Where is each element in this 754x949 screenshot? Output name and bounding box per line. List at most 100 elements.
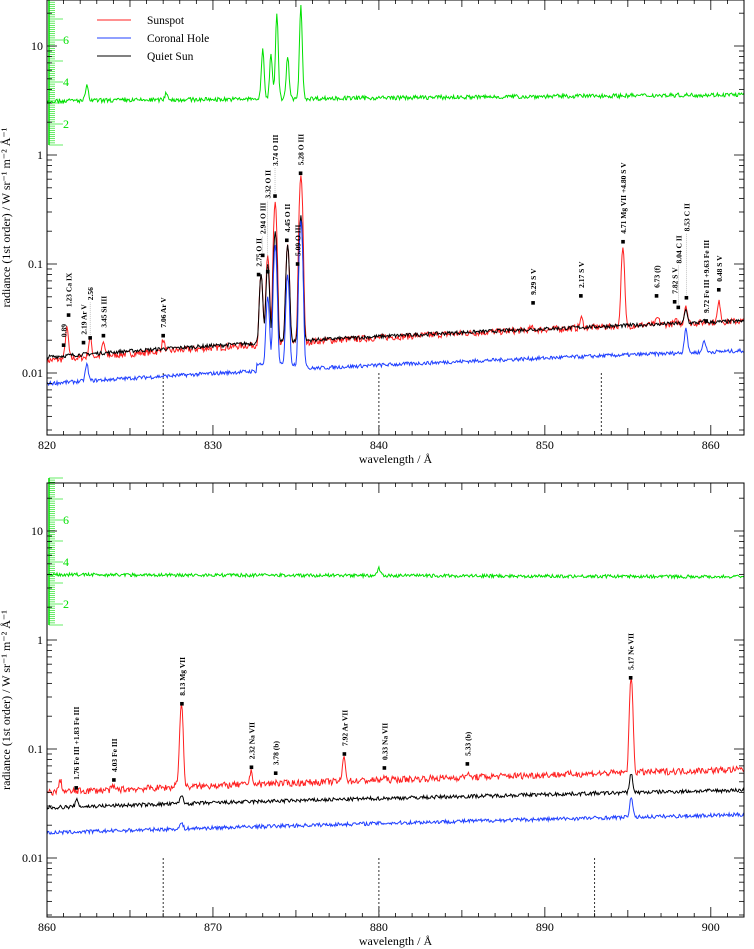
line-annotation: 3.45 Si III — [99, 296, 108, 328]
plot-frame — [46, 0, 745, 436]
legend-label: Sunspot — [147, 15, 185, 27]
line-annotation: 7.06 Ar V — [159, 297, 168, 328]
line-marker — [101, 333, 106, 338]
line-marker — [676, 305, 681, 310]
line-annotation: 3.74 O III — [271, 134, 280, 166]
line-marker — [531, 301, 535, 305]
ratio-tick-label: 6 — [63, 513, 69, 527]
line-annotation: 9.72 Fe III +9.63 Fe III — [702, 240, 711, 313]
series-line-sunspot — [46, 677, 745, 797]
x-tick-label: 830 — [204, 438, 222, 452]
line-marker — [684, 295, 689, 300]
line-annotation: 7.92 Ar VII — [340, 710, 349, 746]
x-tick-label: 870 — [204, 920, 222, 934]
line-annotation: 3.32 O II — [264, 170, 273, 199]
x-tick-label: 860 — [702, 438, 720, 452]
x-tick-label: 880 — [370, 920, 388, 934]
ratio-tick-label: 2 — [63, 597, 69, 611]
line-annotation: 8.53 C II — [682, 203, 691, 231]
line-annotation: 5.28 O III — [297, 134, 306, 166]
line-annotation: 4.45 O II — [283, 204, 292, 233]
line-annotation: 2.56 — [86, 287, 95, 300]
x-tick-label: 860 — [38, 920, 56, 934]
line-marker — [74, 786, 79, 790]
y-tick-label: 0.1 — [28, 742, 43, 756]
line-marker — [273, 771, 278, 775]
y-axis-label: radiance (1st order) / W sr⁻¹ m⁻² Å⁻¹ — [0, 610, 13, 790]
line-annotation: 4.03 Fe III — [110, 738, 119, 772]
ratio-tick-label: 4 — [63, 555, 69, 569]
line-annotation: 6.73 (f) — [653, 265, 662, 288]
x-tick-label: 850 — [536, 438, 554, 452]
line-marker — [265, 269, 270, 274]
line-marker — [260, 253, 265, 258]
line-annotation: 0.48 S V — [715, 255, 724, 282]
line-annotation: 4.71 Mg VII +4.80 S V — [619, 162, 628, 234]
line-annotation: 0.33 Na VII — [380, 723, 389, 760]
x-tick-label: 890 — [536, 920, 554, 934]
line-marker — [256, 272, 261, 277]
x-tick-label: 840 — [370, 438, 388, 452]
line-marker — [579, 294, 583, 298]
line-marker — [161, 333, 165, 338]
ratio-tick-label: 6 — [63, 33, 69, 47]
y-axis-label: radiance (1st order) / W sr⁻¹ m⁻² Å⁻¹ — [0, 127, 13, 307]
line-marker — [295, 262, 300, 266]
line-marker — [285, 238, 289, 243]
line-marker — [465, 762, 470, 766]
series-line-coronal-hole — [46, 796, 745, 836]
line-annotation: 2.17 S V — [577, 261, 586, 288]
legend-label: Coronal Hole — [147, 33, 209, 45]
line-marker — [382, 766, 387, 770]
x-tick-label: 820 — [38, 438, 56, 452]
line-annotation: 5.33 (b) — [463, 731, 472, 756]
series-line-coronal-hole — [46, 220, 745, 387]
line-marker — [704, 319, 708, 323]
line-annotation: 1.23 Ca IX — [65, 272, 74, 307]
line-annotation: 8.04 C II — [674, 235, 683, 263]
line-marker — [273, 194, 277, 198]
line-annotation: 8.13 Mg VII — [178, 657, 187, 696]
y-tick-label: 10 — [31, 524, 43, 538]
line-annotation: 3.78 (b) — [272, 741, 281, 766]
line-marker — [342, 752, 347, 756]
panel-bottom: 2 4 6 860 870 880 890 900 wavelength / Å 0.01 0.1 1… — [0, 477, 745, 948]
y-tick-label: 1 — [37, 148, 43, 162]
line-annotation: 7.82 S V — [671, 267, 680, 294]
line-marker — [628, 675, 633, 680]
line-marker — [88, 336, 92, 340]
line-annotation: 5.09 O III — [294, 224, 303, 256]
line-marker — [672, 299, 677, 304]
line-marker — [654, 294, 659, 298]
ratio-tick-label: 4 — [63, 75, 69, 89]
line-annotation: 2.94 O III — [259, 202, 268, 234]
line-annotation: 0.89 — [60, 324, 69, 337]
series-line-quiet-sun — [46, 215, 745, 360]
line-marker — [621, 239, 625, 244]
line-annotation: 1.76 Fe III +1.83 Fe III — [72, 707, 81, 780]
line-marker — [66, 313, 71, 317]
x-tick-label: 900 — [702, 920, 720, 934]
line-annotation: 9.29 S V — [529, 268, 538, 295]
legend-label: Quiet Sun — [147, 51, 194, 63]
line-marker — [249, 765, 254, 770]
series-line-ratio — [46, 4, 745, 105]
y-tick-label: 10 — [31, 39, 43, 53]
y-tick-label: 1 — [37, 633, 43, 647]
line-marker — [298, 171, 303, 176]
x-axis-label: wavelength / Å — [359, 452, 433, 466]
y-tick-label: 0.01 — [22, 366, 43, 380]
plot-frame — [46, 482, 745, 918]
line-marker — [180, 701, 184, 706]
line-marker — [81, 340, 86, 345]
line-marker — [61, 343, 66, 347]
line-annotation: 2.19 Ar V — [80, 304, 89, 335]
line-marker — [716, 287, 721, 292]
line-annotation: 2.75 O II — [255, 238, 264, 267]
line-marker — [112, 778, 116, 782]
y-tick-label: 0.1 — [28, 257, 43, 271]
line-annotation: 5.17 Ne VII — [627, 633, 636, 670]
x-axis-label: wavelength / Å — [359, 934, 433, 948]
line-annotation: 2.32 Na VII — [247, 722, 256, 759]
